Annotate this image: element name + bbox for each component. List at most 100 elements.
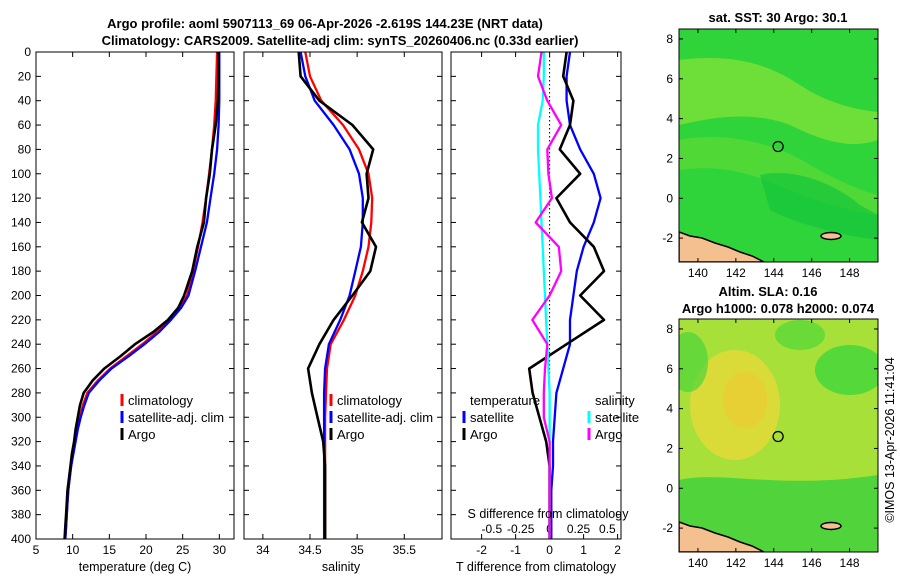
sla-map: Altim. SLA: 0.16 Argo h1000: 0.078 h2000… [662,284,879,570]
depth-tick-label: 360 [11,483,31,497]
depth-tick-label: 300 [11,410,31,424]
sla-low-band-south [679,475,878,552]
sst-map-axes: 140 142 144 146 148 -2 0 2 4 6 8 [662,29,878,280]
legend-label-t-satellite: satellite [470,410,514,425]
series-s-argo [531,52,563,539]
x-tick-label: 35 [350,543,364,557]
depth-tick-label: 220 [11,313,31,327]
map-x-tick-label: 144 [764,556,784,570]
map-y-tick-label: 8 [666,32,673,46]
map-x-tick-label: 146 [802,556,822,570]
difference-legend: temperature satellite Argo salinity sate… [462,393,639,442]
sst-island [820,231,842,241]
sla-low-patch-ne [815,345,878,395]
map-x-tick-label: 140 [688,266,708,280]
depth-tick-label: 380 [11,508,31,522]
s-tick-label: 0.25 [567,522,591,536]
map-y-tick-label: 6 [666,362,673,376]
figure-title-line1: Argo profile: aoml 5907113_69 06-Apr-202… [107,16,543,31]
sst-map-frame [678,28,879,263]
difference-panel: -2 -1 0 1 2 -0.5 -0.25 0 0.25 0.5 T difference f… [450,51,639,574]
sst-land-shape [679,231,765,262]
series-argo [297,52,378,539]
x-tick-label: -1 [510,543,521,557]
salinity-lines [297,52,378,539]
sla-low-patch-n [775,320,825,350]
legend-label-s-argo: Argo [595,427,622,442]
legend-label-satellite: satellite-adj. clim [337,410,433,425]
x-tick-label: 20 [139,543,153,557]
salinity-panel: 34 34.5 35 35.5 salinity climatology satell… [243,51,443,574]
x-tick-label: 25 [176,543,190,557]
x-tick-label: 10 [66,543,80,557]
depth-tick-label: 320 [11,435,31,449]
s-tick-label: -0.25 [507,522,535,536]
legend-label-climatology: climatology [337,393,403,408]
map-y-tick-label: 2 [666,151,673,165]
series-t-argo [527,52,606,539]
salinity-x-axis: 34 34.5 35 35.5 [256,52,416,557]
sla-land-shape [679,521,765,552]
figure-title-line2: Climatology: CARS2009. Satellite-adj cli… [102,33,579,48]
map-x-tick-label: 142 [726,556,746,570]
map-y-tick-label: 0 [666,481,673,495]
series-t-satellite [550,52,602,539]
depth-tick-label: 280 [11,386,31,400]
depth-tick-label: 40 [18,94,32,108]
imos-credit: ©IMOS 13-Apr-2026 11:41:04 [883,357,897,522]
salinity-legend: climatology satellite-adj. clim Argo [329,393,433,442]
sla-map-title-line1: Altim. SLA: 0.16 [719,284,818,299]
sst-map-title: sat. SST: 30 Argo: 30.1 [709,10,848,25]
x-tick-label: 15 [103,543,117,557]
x-tick-label: 30 [213,543,227,557]
legend-label-climatology: climatology [128,393,194,408]
series-s-satellite [536,52,551,539]
depth-tick-label: 160 [11,240,31,254]
x-tick-label: 34 [256,543,270,557]
sla-map-axes: 140 142 144 146 148 -2 0 2 4 6 8 [662,319,878,570]
depth-tick-label: 80 [18,142,32,156]
series-argo [63,52,220,539]
depth-tick-label: 140 [11,215,31,229]
difference-x-axis: -2 -1 0 1 2 [476,52,621,557]
s-tick-label: 0.5 [599,522,616,536]
map-x-tick-label: 140 [688,556,708,570]
legend-title-salinity: salinity [595,393,635,408]
x-tick-label: -2 [476,543,487,557]
depth-tick-label: 340 [11,459,31,473]
temperature-panel: 0 20 40 60 80 100 120 140 160 180 200 220 240 260 280 3… [11,45,235,574]
sla-argo-marker [772,430,784,443]
legend-label-argo: Argo [337,427,364,442]
sla-map-frame [678,318,879,553]
map-y-tick-label: 0 [666,191,673,205]
x-tick-label: 2 [614,543,621,557]
depth-tick-label: 60 [18,118,32,132]
legend-label-s-satellite: satellite [595,410,639,425]
depth-tick-label: 240 [11,337,31,351]
depth-tick-label: 260 [11,362,31,376]
sst-map-field [679,29,878,262]
depth-tick-label: 200 [11,289,31,303]
salinity-xlabel: salinity [322,560,361,574]
sst-argo-marker [772,140,784,153]
series-climatology [304,52,374,539]
x-tick-label: 35.5 [393,543,417,557]
depth-tick-label: 400 [11,532,31,546]
map-x-tick-label: 148 [840,556,860,570]
map-y-tick-label: -2 [662,231,673,245]
depth-tick-label: 120 [11,191,31,205]
difference-lines [527,52,606,539]
sla-low-patch-w [679,332,708,392]
sla-map-title-line2: Argo h1000: 0.078 h2000: 0.074 [682,301,875,316]
difference-axes-frame [450,51,622,540]
sla-high-core [723,372,767,428]
depth-axis: 0 20 40 60 80 100 120 140 160 180 200 220 240 260 280 3… [11,45,234,546]
series-satellite-adj-clim [64,52,221,539]
x-tick-label: 5 [33,543,40,557]
map-x-tick-label: 146 [802,266,822,280]
map-y-tick-label: -2 [662,521,673,535]
depth-tick-label: 20 [18,69,32,83]
sla-map-field [679,319,878,552]
map-y-tick-label: 2 [666,441,673,455]
